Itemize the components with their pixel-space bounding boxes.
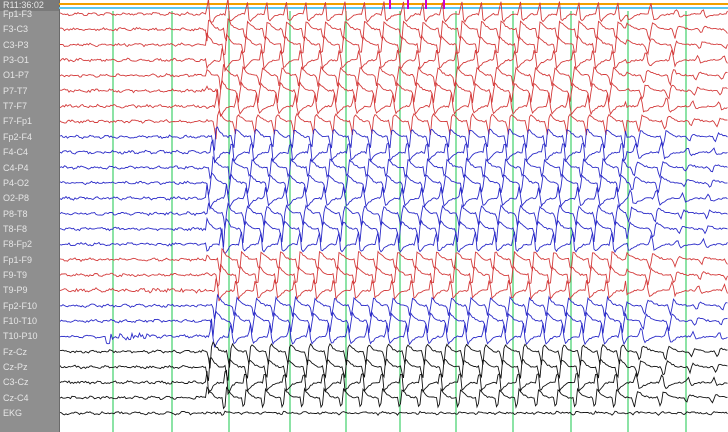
eeg-trace bbox=[60, 357, 728, 382]
channel-label[interactable]: Fz-Cz bbox=[3, 346, 27, 357]
channel-label[interactable]: P3-O1 bbox=[3, 55, 30, 66]
eeg-trace bbox=[60, 48, 728, 73]
eeg-trace bbox=[60, 172, 728, 196]
eeg-trace bbox=[60, 263, 728, 288]
channel-label[interactable]: F3-C3 bbox=[3, 24, 29, 35]
channel-label[interactable]: O1-P7 bbox=[3, 70, 30, 81]
eeg-trace bbox=[60, 216, 728, 248]
channel-label[interactable]: P7-T7 bbox=[3, 85, 28, 96]
eeg-trace bbox=[60, 110, 728, 140]
eeg-trace bbox=[60, 0, 728, 23]
event-marker bbox=[389, 0, 391, 9]
eeg-trace bbox=[60, 18, 728, 42]
eeg-trace bbox=[60, 202, 728, 229]
channel-label[interactable]: Fp2-F4 bbox=[3, 131, 33, 142]
channel-label[interactable]: T8-F8 bbox=[3, 223, 28, 234]
eeg-trace bbox=[60, 386, 728, 410]
channel-label[interactable]: P8-T8 bbox=[3, 208, 28, 219]
annotation-track-cyan bbox=[59, 7, 728, 9]
channel-label[interactable]: EKG bbox=[3, 408, 23, 419]
eeg-trace bbox=[60, 369, 728, 396]
channel-label[interactable]: F10-T10 bbox=[3, 316, 38, 326]
eeg-trace bbox=[60, 278, 728, 302]
channel-label[interactable]: C3-Cz bbox=[3, 377, 29, 388]
eeg-trace bbox=[60, 341, 728, 369]
channel-label[interactable]: T10-P10 bbox=[3, 331, 38, 342]
eeg-trace bbox=[60, 247, 728, 273]
eeg-trace bbox=[60, 228, 728, 255]
channel-label[interactable]: C4-P4 bbox=[3, 162, 29, 173]
time-readout: R11:36:02 bbox=[0, 0, 59, 11]
channel-label[interactable]: O2-P8 bbox=[3, 193, 30, 204]
channel-label[interactable]: F7-Fp1 bbox=[3, 116, 33, 127]
event-marker bbox=[407, 0, 409, 9]
event-marker-bar[interactable] bbox=[59, 0, 728, 11]
channel-label[interactable]: F4-C4 bbox=[3, 147, 29, 158]
channel-label-sidebar: R11:36:02 Fp1-F3 F3-C3 C3-P3 P3-O1 O1-P7 P7-T… bbox=[0, 0, 60, 432]
channel-label[interactable]: T7-F7 bbox=[3, 101, 28, 112]
eeg-trace bbox=[60, 64, 728, 90]
channel-label[interactable]: Fp1-F3 bbox=[3, 9, 33, 19]
channel-label[interactable]: P4-O2 bbox=[3, 177, 30, 188]
eeg-trace bbox=[60, 410, 728, 416]
event-marker bbox=[425, 0, 427, 9]
channel-label[interactable]: Cz-C4 bbox=[3, 392, 29, 403]
eeg-trace bbox=[60, 318, 728, 349]
channel-label[interactable]: Cz-Pz bbox=[3, 362, 28, 373]
eeg-trace-area[interactable] bbox=[60, 0, 728, 432]
channel-label[interactable]: C3-P3 bbox=[3, 39, 29, 50]
channel-label[interactable]: F8-Fp2 bbox=[3, 239, 33, 250]
eeg-trace bbox=[60, 32, 728, 56]
eeg-trace bbox=[60, 183, 728, 211]
event-marker bbox=[443, 0, 445, 9]
eeg-trace bbox=[60, 310, 728, 337]
eeg-trace bbox=[60, 89, 728, 118]
channel-label[interactable]: F9-T9 bbox=[3, 269, 28, 280]
eeg-trace bbox=[60, 126, 728, 151]
channel-label[interactable]: Fp1-F9 bbox=[3, 254, 33, 265]
eeg-trace bbox=[60, 155, 728, 180]
channel-label[interactable]: T9-P9 bbox=[3, 285, 28, 296]
annotation-track-orange bbox=[59, 3, 728, 5]
eeg-trace bbox=[60, 139, 728, 164]
channel-label[interactable]: Fp2-F10 bbox=[3, 300, 38, 311]
eeg-trace bbox=[60, 293, 728, 320]
